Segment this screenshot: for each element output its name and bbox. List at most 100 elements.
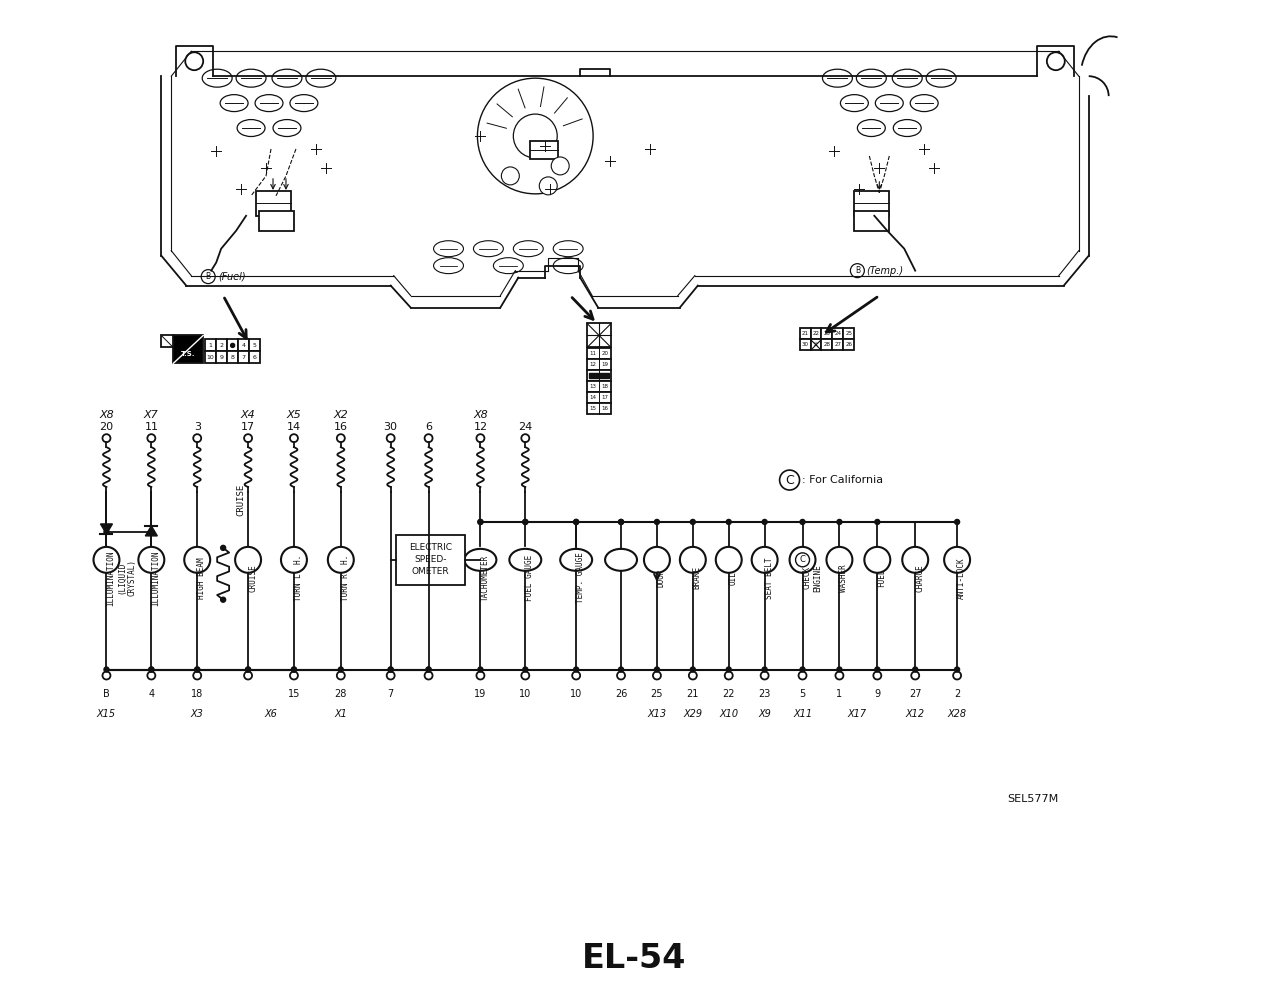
Bar bbox=[855, 191, 889, 216]
Bar bbox=[810, 328, 822, 339]
Bar bbox=[174, 335, 203, 363]
Ellipse shape bbox=[553, 241, 583, 257]
Text: X13: X13 bbox=[648, 709, 667, 719]
Circle shape bbox=[619, 667, 624, 672]
Ellipse shape bbox=[856, 69, 886, 87]
Text: 2: 2 bbox=[954, 689, 960, 699]
Ellipse shape bbox=[857, 120, 885, 137]
Text: X29: X29 bbox=[683, 709, 702, 719]
Circle shape bbox=[653, 672, 661, 680]
Text: 28: 28 bbox=[335, 689, 347, 699]
Circle shape bbox=[193, 672, 202, 680]
Ellipse shape bbox=[893, 69, 922, 87]
Circle shape bbox=[478, 667, 483, 672]
Circle shape bbox=[912, 672, 919, 680]
Text: 3: 3 bbox=[231, 343, 235, 348]
Circle shape bbox=[147, 434, 156, 442]
Text: 9: 9 bbox=[874, 689, 880, 699]
Text: X8: X8 bbox=[473, 410, 488, 420]
Text: 22: 22 bbox=[813, 331, 819, 336]
Text: SPEED-: SPEED- bbox=[415, 555, 446, 564]
Ellipse shape bbox=[237, 120, 265, 137]
Circle shape bbox=[328, 547, 354, 573]
Polygon shape bbox=[146, 526, 157, 536]
Ellipse shape bbox=[473, 241, 503, 257]
Circle shape bbox=[725, 672, 733, 680]
Text: 16: 16 bbox=[601, 406, 609, 411]
Circle shape bbox=[426, 667, 431, 672]
Bar bbox=[530, 141, 558, 159]
Ellipse shape bbox=[926, 69, 956, 87]
Text: 30: 30 bbox=[801, 342, 809, 347]
Bar bbox=[238, 351, 249, 363]
Ellipse shape bbox=[236, 69, 266, 87]
Circle shape bbox=[680, 547, 706, 573]
Text: 30: 30 bbox=[384, 422, 398, 432]
Text: X5: X5 bbox=[287, 410, 302, 420]
Text: 5: 5 bbox=[799, 689, 805, 699]
Ellipse shape bbox=[553, 258, 583, 274]
Circle shape bbox=[337, 434, 345, 442]
Text: C: C bbox=[800, 555, 805, 564]
Circle shape bbox=[281, 547, 307, 573]
Circle shape bbox=[762, 667, 767, 672]
Bar bbox=[216, 339, 227, 351]
Bar bbox=[833, 339, 843, 350]
Text: 26: 26 bbox=[846, 342, 852, 347]
Circle shape bbox=[231, 343, 235, 347]
Ellipse shape bbox=[255, 95, 283, 112]
Text: 11: 11 bbox=[145, 422, 158, 432]
Bar bbox=[587, 403, 611, 414]
Circle shape bbox=[689, 672, 697, 680]
Text: C: C bbox=[785, 474, 794, 487]
Text: X11: X11 bbox=[792, 709, 812, 719]
Circle shape bbox=[654, 519, 659, 524]
Circle shape bbox=[193, 434, 202, 442]
Circle shape bbox=[195, 667, 199, 672]
Circle shape bbox=[221, 545, 226, 550]
Text: 24: 24 bbox=[519, 422, 533, 432]
Circle shape bbox=[337, 672, 345, 680]
Circle shape bbox=[292, 667, 297, 672]
Text: FUEL GAUGE: FUEL GAUGE bbox=[525, 555, 534, 601]
Circle shape bbox=[690, 667, 695, 672]
Text: 17: 17 bbox=[601, 395, 609, 400]
Circle shape bbox=[836, 672, 843, 680]
Text: 7: 7 bbox=[388, 689, 394, 699]
Circle shape bbox=[184, 547, 210, 573]
Ellipse shape bbox=[841, 95, 869, 112]
Text: 23: 23 bbox=[823, 331, 831, 336]
Ellipse shape bbox=[893, 120, 921, 137]
Circle shape bbox=[851, 264, 865, 278]
Circle shape bbox=[243, 434, 252, 442]
Text: TURN R. H.: TURN R. H. bbox=[341, 555, 350, 601]
Circle shape bbox=[478, 78, 593, 194]
Text: 15: 15 bbox=[590, 406, 597, 411]
Bar bbox=[227, 351, 238, 363]
Text: 7: 7 bbox=[242, 355, 246, 360]
Bar bbox=[249, 351, 260, 363]
Circle shape bbox=[761, 672, 768, 680]
Text: X3: X3 bbox=[190, 709, 204, 719]
Polygon shape bbox=[100, 524, 113, 534]
Bar bbox=[855, 211, 889, 231]
Circle shape bbox=[221, 597, 226, 602]
Circle shape bbox=[955, 519, 960, 524]
Circle shape bbox=[104, 667, 109, 672]
Circle shape bbox=[477, 434, 484, 442]
Bar bbox=[161, 335, 174, 347]
Text: FUEL: FUEL bbox=[877, 569, 886, 587]
Text: ILLUMINATION: ILLUMINATION bbox=[151, 550, 160, 606]
Circle shape bbox=[795, 553, 809, 567]
Circle shape bbox=[339, 667, 344, 672]
Circle shape bbox=[243, 672, 252, 680]
Text: X10: X10 bbox=[719, 709, 738, 719]
Circle shape bbox=[800, 519, 805, 524]
Circle shape bbox=[426, 667, 431, 672]
Text: 9: 9 bbox=[219, 355, 223, 360]
Circle shape bbox=[875, 519, 880, 524]
Circle shape bbox=[837, 667, 842, 672]
Circle shape bbox=[875, 667, 880, 672]
Text: SEAT BELT: SEAT BELT bbox=[765, 557, 773, 599]
Bar bbox=[800, 328, 810, 339]
